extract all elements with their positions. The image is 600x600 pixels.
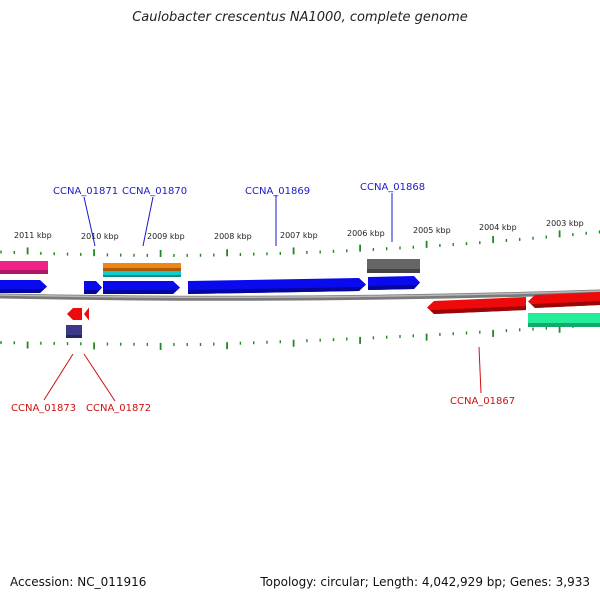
scale-label: 2006 kbp bbox=[347, 229, 385, 238]
scale-label: 2005 kbp bbox=[413, 226, 451, 235]
genome-backbone bbox=[0, 289, 600, 301]
gene-label-ccna-01869[interactable]: CCNA_01869 bbox=[245, 186, 310, 197]
gene-label-ccna-01871[interactable]: CCNA_01871 bbox=[53, 186, 118, 197]
forward-label-leaders bbox=[83, 193, 393, 247]
gene-label-ccna-01867[interactable]: CCNA_01867 bbox=[450, 396, 515, 407]
gene-label-ccna-01870[interactable]: CCNA_01870 bbox=[122, 186, 187, 197]
inner-feature-track bbox=[66, 313, 600, 338]
reverse-label-leaders bbox=[43, 346, 482, 402]
genome-title: Caulobacter crescentus NA1000, complete … bbox=[132, 10, 468, 25]
gene-feature[interactable] bbox=[367, 259, 420, 272]
genome-summary-text: Topology: circular; Length: 4,042,929 bp… bbox=[260, 575, 590, 589]
gene-arrow[interactable] bbox=[67, 308, 82, 320]
scale-label: 2003 kbp bbox=[546, 219, 584, 228]
scale-label: 2009 kbp bbox=[147, 232, 185, 241]
gene-feature[interactable] bbox=[103, 271, 181, 277]
gene-label-ccna-01868[interactable]: CCNA_01868 bbox=[360, 182, 425, 193]
gene-feature[interactable] bbox=[66, 325, 82, 338]
gene-arrow[interactable] bbox=[84, 307, 89, 321]
gene-label-ccna-01872[interactable]: CCNA_01872 bbox=[86, 403, 151, 414]
outer-scale-ticks bbox=[0, 230, 600, 257]
reverse-strand-genes bbox=[67, 292, 600, 321]
scale-label: 2007 kbp bbox=[280, 231, 318, 240]
gene-label-ccna-01873[interactable]: CCNA_01873 bbox=[11, 403, 76, 414]
scale-label: 2011 kbp bbox=[14, 231, 52, 240]
accession-text: Accession: NC_011916 bbox=[10, 575, 147, 589]
forward-strand-genes bbox=[0, 276, 420, 294]
scale-label: 2010 kbp bbox=[81, 232, 119, 241]
scale-label: 2004 kbp bbox=[479, 223, 517, 232]
inner-scale-ticks bbox=[0, 323, 600, 350]
gene-feature[interactable] bbox=[103, 263, 181, 271]
scale-label: 2008 kbp bbox=[214, 232, 252, 241]
outer-feature-track bbox=[0, 259, 420, 277]
